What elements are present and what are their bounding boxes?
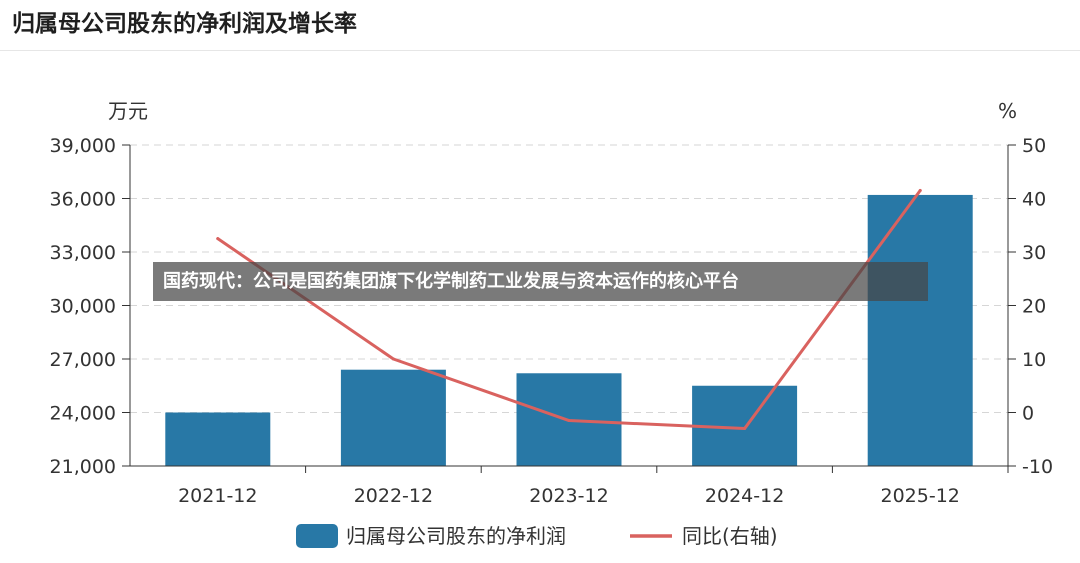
legend-label-growth: 同比(右轴) (682, 524, 778, 548)
bar-2025-12 (867, 194, 973, 466)
growth-line-group (216, 188, 922, 431)
legend: 归属母公司股东的净利润 同比(右轴) (296, 524, 778, 548)
axes: 21,000 24,000 27,000 30,000 33,000 36,000 39,0… (50, 99, 1054, 507)
title-divider (0, 50, 1080, 51)
left-tick-label: 21,000 (50, 456, 116, 478)
right-tick-label: 50 (1022, 135, 1046, 157)
legend-label-profit: 归属母公司股东的净利润 (346, 524, 566, 548)
x-tick-label: 2023-12 (529, 485, 608, 507)
x-tick-label: 2022-12 (354, 485, 433, 507)
growth-point-2021-12 (216, 237, 220, 241)
growth-point-2022-12 (391, 357, 395, 361)
right-tick-label: 40 (1022, 189, 1046, 211)
right-tick-label: -10 (1022, 456, 1053, 478)
x-tick-label: 2025-12 (881, 485, 960, 507)
legend-swatch-profit (296, 524, 338, 548)
page-title: 归属母公司股东的净利润及增长率 (12, 11, 357, 37)
right-tick-label: 0 (1022, 403, 1034, 425)
growth-point-2024-12 (743, 427, 747, 431)
news-banner: 国药现代：公司是国药集团旗下化学制药工业发展与资本运作的核心平台 (153, 262, 928, 301)
bars (165, 194, 973, 466)
x-tick-label: 2024-12 (705, 485, 784, 507)
growth-point-2025-12 (918, 188, 922, 192)
right-tick-label: 20 (1022, 296, 1046, 318)
left-tick-label: 30,000 (50, 296, 116, 318)
growth-point-2023-12 (567, 419, 571, 423)
left-tick-label: 33,000 (50, 242, 116, 264)
left-axis-unit: 万元 (108, 99, 148, 123)
right-tick-label: 10 (1022, 349, 1046, 371)
right-tick-label: 30 (1022, 242, 1046, 264)
x-tick-label: 2021-12 (178, 485, 257, 507)
bar-2021-12 (165, 412, 271, 466)
left-tick-label: 36,000 (50, 189, 116, 211)
bar-2022-12 (340, 369, 446, 466)
left-tick-label: 24,000 (50, 403, 116, 425)
right-axis-unit: % (998, 99, 1017, 123)
left-tick-label: 27,000 (50, 349, 116, 371)
news-banner-text: 国药现代：公司是国药集团旗下化学制药工业发展与资本运作的核心平台 (163, 271, 739, 292)
left-tick-label: 39,000 (50, 135, 116, 157)
